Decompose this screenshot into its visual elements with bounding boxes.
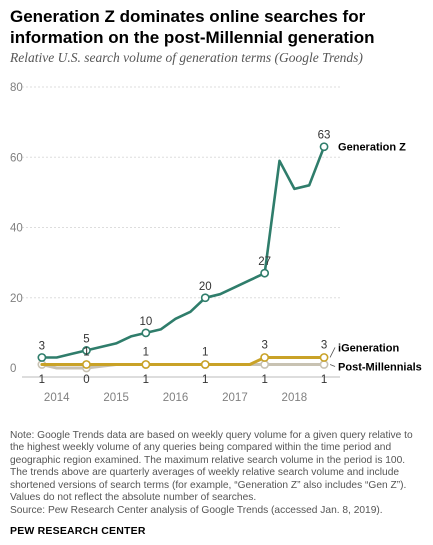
y-tick-label: 40 — [10, 223, 23, 235]
data-point-marker — [261, 270, 268, 277]
series-name-label: Post-Millennials — [338, 361, 422, 373]
data-point-marker — [83, 361, 90, 368]
y-tick-label: 0 — [10, 363, 16, 375]
data-point-marker — [320, 143, 327, 150]
x-tick-label: 2015 — [103, 392, 129, 404]
brand-logo-text: PEW RESEARCH CENTER — [10, 525, 146, 537]
chart-note: Note: Google Trends data are based on we… — [10, 430, 425, 504]
data-label: 1 — [202, 374, 208, 386]
data-label: 63 — [318, 130, 331, 142]
data-label: 20 — [199, 281, 212, 293]
x-tick-label: 2014 — [44, 392, 70, 404]
y-tick-label: 20 — [10, 293, 23, 305]
data-label: 1 — [143, 374, 149, 386]
y-tick-label: 80 — [10, 82, 23, 94]
data-label: 3 — [39, 340, 45, 352]
data-label: 1 — [321, 374, 327, 386]
grid-lines — [22, 87, 340, 377]
leader-line — [330, 347, 335, 357]
data-label: 1 — [143, 346, 149, 358]
series-name-labels: Generation Z iGeneration Post-Millennials — [330, 142, 422, 374]
data-point-marker — [261, 361, 268, 368]
data-point-marker — [142, 329, 149, 336]
data-point-marker — [320, 354, 327, 361]
y-tick-label: 60 — [10, 152, 23, 164]
leader-line — [330, 364, 335, 366]
chart-source: Source: Pew Research Center analysis of … — [10, 505, 425, 516]
series-lines — [38, 143, 327, 371]
data-point-marker — [261, 354, 268, 361]
data-point-marker — [142, 361, 149, 368]
data-label: 0 — [83, 374, 89, 386]
data-label: 1 — [83, 346, 89, 358]
data-label: 27 — [258, 256, 271, 268]
data-label: 5 — [83, 333, 89, 345]
data-point-marker — [202, 294, 209, 301]
data-label: 1 — [39, 374, 45, 386]
chart-subtitle: Relative U.S. search volume of generatio… — [10, 50, 425, 66]
data-point-marker — [202, 361, 209, 368]
data-label: 1 — [261, 374, 267, 386]
x-tick-label: 2016 — [163, 392, 189, 404]
chart-title: Generation Z dominates online searches f… — [10, 6, 425, 48]
series-name-label: iGeneration — [338, 342, 399, 354]
data-label: 1 — [202, 346, 208, 358]
series-line-0 — [42, 147, 324, 358]
x-tick-label: 2017 — [222, 392, 248, 404]
x-tick-label: 2018 — [282, 392, 308, 404]
data-point-marker — [38, 354, 45, 361]
data-point-marker — [320, 361, 327, 368]
data-label: 3 — [261, 339, 267, 351]
data-label: 10 — [139, 316, 152, 328]
data-label: 3 — [321, 339, 327, 351]
series-name-label: Generation Z — [338, 142, 406, 154]
